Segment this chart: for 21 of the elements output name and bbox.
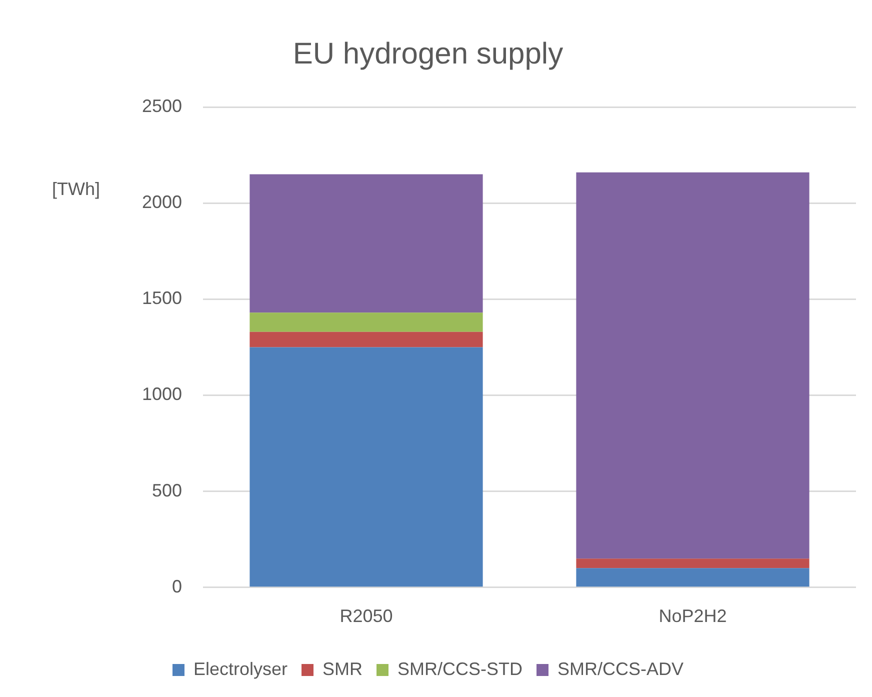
x-tick-label: NoP2H2 (658, 606, 727, 626)
bar (250, 332, 483, 348)
legend-label: SMR (322, 658, 363, 679)
bar (250, 174, 483, 313)
y-tick-label: 0 (172, 576, 182, 596)
bar (576, 558, 810, 568)
legend-label: Electrolyser (193, 658, 288, 679)
chart-title: EU hydrogen supply (292, 37, 564, 70)
bar (576, 568, 810, 587)
y-tick-label: 2000 (142, 192, 182, 212)
bar (250, 312, 483, 332)
legend-label: SMR/CCS-STD (398, 658, 523, 679)
x-tick-label: R2050 (340, 606, 393, 626)
y-axis-title: [TWh] (52, 178, 100, 199)
y-tick-label: 500 (152, 480, 182, 500)
y-tick-label: 1000 (142, 384, 182, 404)
legend-label: SMR/CCS-ADV (558, 658, 684, 679)
bar (576, 172, 810, 559)
y-tick-label: 2500 (142, 96, 182, 116)
bar (250, 347, 483, 587)
y-tick-label: 1500 (142, 288, 182, 308)
